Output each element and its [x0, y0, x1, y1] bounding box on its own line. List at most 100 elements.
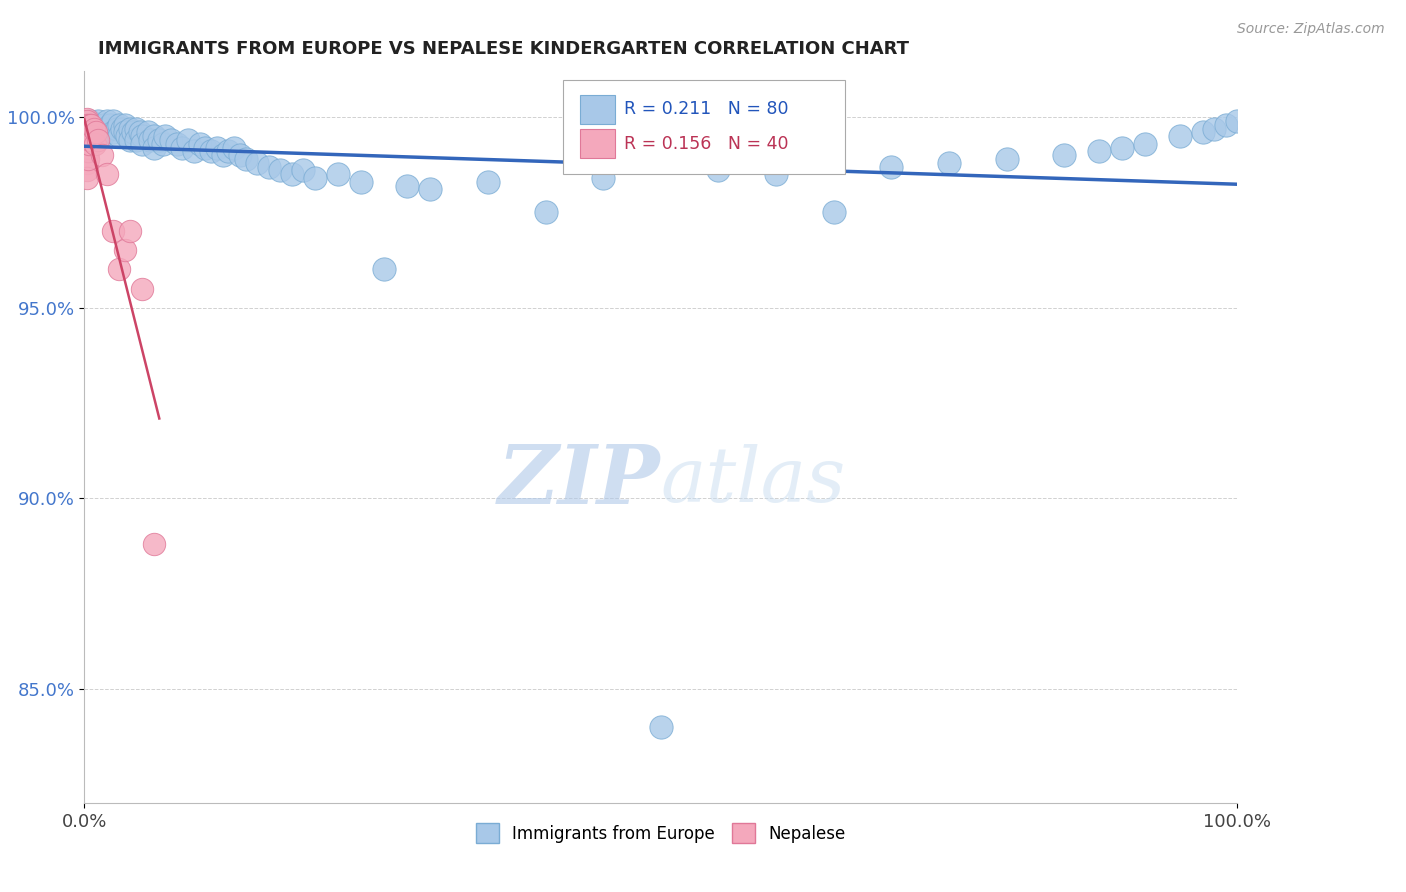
Point	[200, 145, 222, 159]
Point	[142, 129, 165, 144]
Point	[84, 125, 107, 139]
Point	[83, 121, 105, 136]
Point	[211, 148, 233, 162]
Point	[880, 160, 903, 174]
Point	[79, 118, 101, 132]
Point	[139, 133, 162, 147]
Point	[76, 133, 98, 147]
Point	[183, 145, 205, 159]
Point	[90, 121, 112, 136]
Point	[94, 125, 117, 139]
Point	[77, 129, 100, 144]
Point	[1215, 118, 1237, 132]
Point	[153, 129, 176, 144]
Point	[194, 140, 217, 154]
Point	[76, 152, 98, 166]
Point	[995, 152, 1018, 166]
Point	[125, 121, 148, 136]
Point	[98, 118, 121, 132]
Point	[76, 136, 98, 151]
Point	[257, 160, 280, 174]
Point	[82, 129, 104, 144]
Point	[80, 125, 103, 139]
Bar	[581, 129, 614, 159]
Text: R = 0.211   N = 80: R = 0.211 N = 80	[624, 101, 789, 119]
Point	[350, 175, 373, 189]
Point	[105, 121, 128, 136]
Point	[120, 133, 142, 147]
Point	[96, 167, 118, 181]
Point	[534, 205, 557, 219]
Point	[1204, 121, 1226, 136]
Point	[114, 118, 136, 132]
Point	[83, 136, 105, 151]
Point	[108, 129, 131, 144]
Point	[76, 121, 98, 136]
Point	[1053, 148, 1076, 162]
Point	[84, 118, 107, 132]
Point	[87, 133, 110, 147]
Point	[142, 140, 165, 154]
Point	[77, 121, 100, 136]
Point	[87, 114, 110, 128]
Point	[304, 171, 326, 186]
Point	[1191, 125, 1213, 139]
Point	[1226, 114, 1249, 128]
Point	[172, 140, 194, 154]
Point	[125, 133, 148, 147]
Point	[823, 205, 845, 219]
Legend: Immigrants from Europe, Nepalese: Immigrants from Europe, Nepalese	[470, 817, 852, 849]
Text: IMMIGRANTS FROM EUROPE VS NEPALESE KINDERGARTEN CORRELATION CHART: IMMIGRANTS FROM EUROPE VS NEPALESE KINDE…	[98, 40, 910, 58]
Point	[142, 537, 165, 551]
Point	[108, 118, 131, 132]
Point	[83, 121, 105, 136]
Point	[235, 152, 257, 166]
Point	[205, 140, 228, 154]
Point	[103, 125, 124, 139]
Point	[84, 125, 107, 139]
Point	[76, 112, 98, 126]
Point	[90, 148, 112, 162]
Text: atlas: atlas	[661, 444, 846, 518]
Point	[136, 125, 159, 139]
Point	[76, 171, 98, 186]
Point	[166, 136, 188, 151]
Text: ZIP: ZIP	[498, 441, 661, 521]
Point	[103, 114, 124, 128]
Point	[76, 156, 98, 170]
Point	[77, 136, 100, 151]
Point	[218, 145, 240, 159]
Point	[281, 167, 304, 181]
Point	[76, 118, 98, 132]
FancyBboxPatch shape	[562, 80, 845, 174]
Point	[229, 148, 252, 162]
Point	[90, 129, 112, 144]
Text: R = 0.156   N = 40: R = 0.156 N = 40	[624, 135, 789, 153]
Point	[114, 244, 136, 258]
Point	[115, 129, 138, 144]
Point	[765, 167, 787, 181]
Point	[76, 140, 98, 154]
Point	[1133, 136, 1156, 151]
Point	[224, 140, 246, 154]
Point	[79, 114, 101, 128]
Point	[96, 114, 118, 128]
Point	[128, 125, 150, 139]
Point	[477, 175, 499, 189]
Point	[76, 148, 98, 162]
Point	[1088, 145, 1111, 159]
Point	[326, 167, 349, 181]
Point	[108, 262, 131, 277]
Point	[76, 129, 98, 144]
Point	[79, 125, 101, 139]
Point	[246, 156, 269, 170]
Point	[76, 136, 98, 151]
Point	[292, 163, 315, 178]
Point	[707, 163, 730, 178]
Point	[76, 125, 98, 139]
Point	[120, 224, 142, 238]
Point	[114, 125, 136, 139]
Point	[93, 118, 115, 132]
Point	[650, 720, 672, 734]
Point	[1111, 140, 1133, 154]
